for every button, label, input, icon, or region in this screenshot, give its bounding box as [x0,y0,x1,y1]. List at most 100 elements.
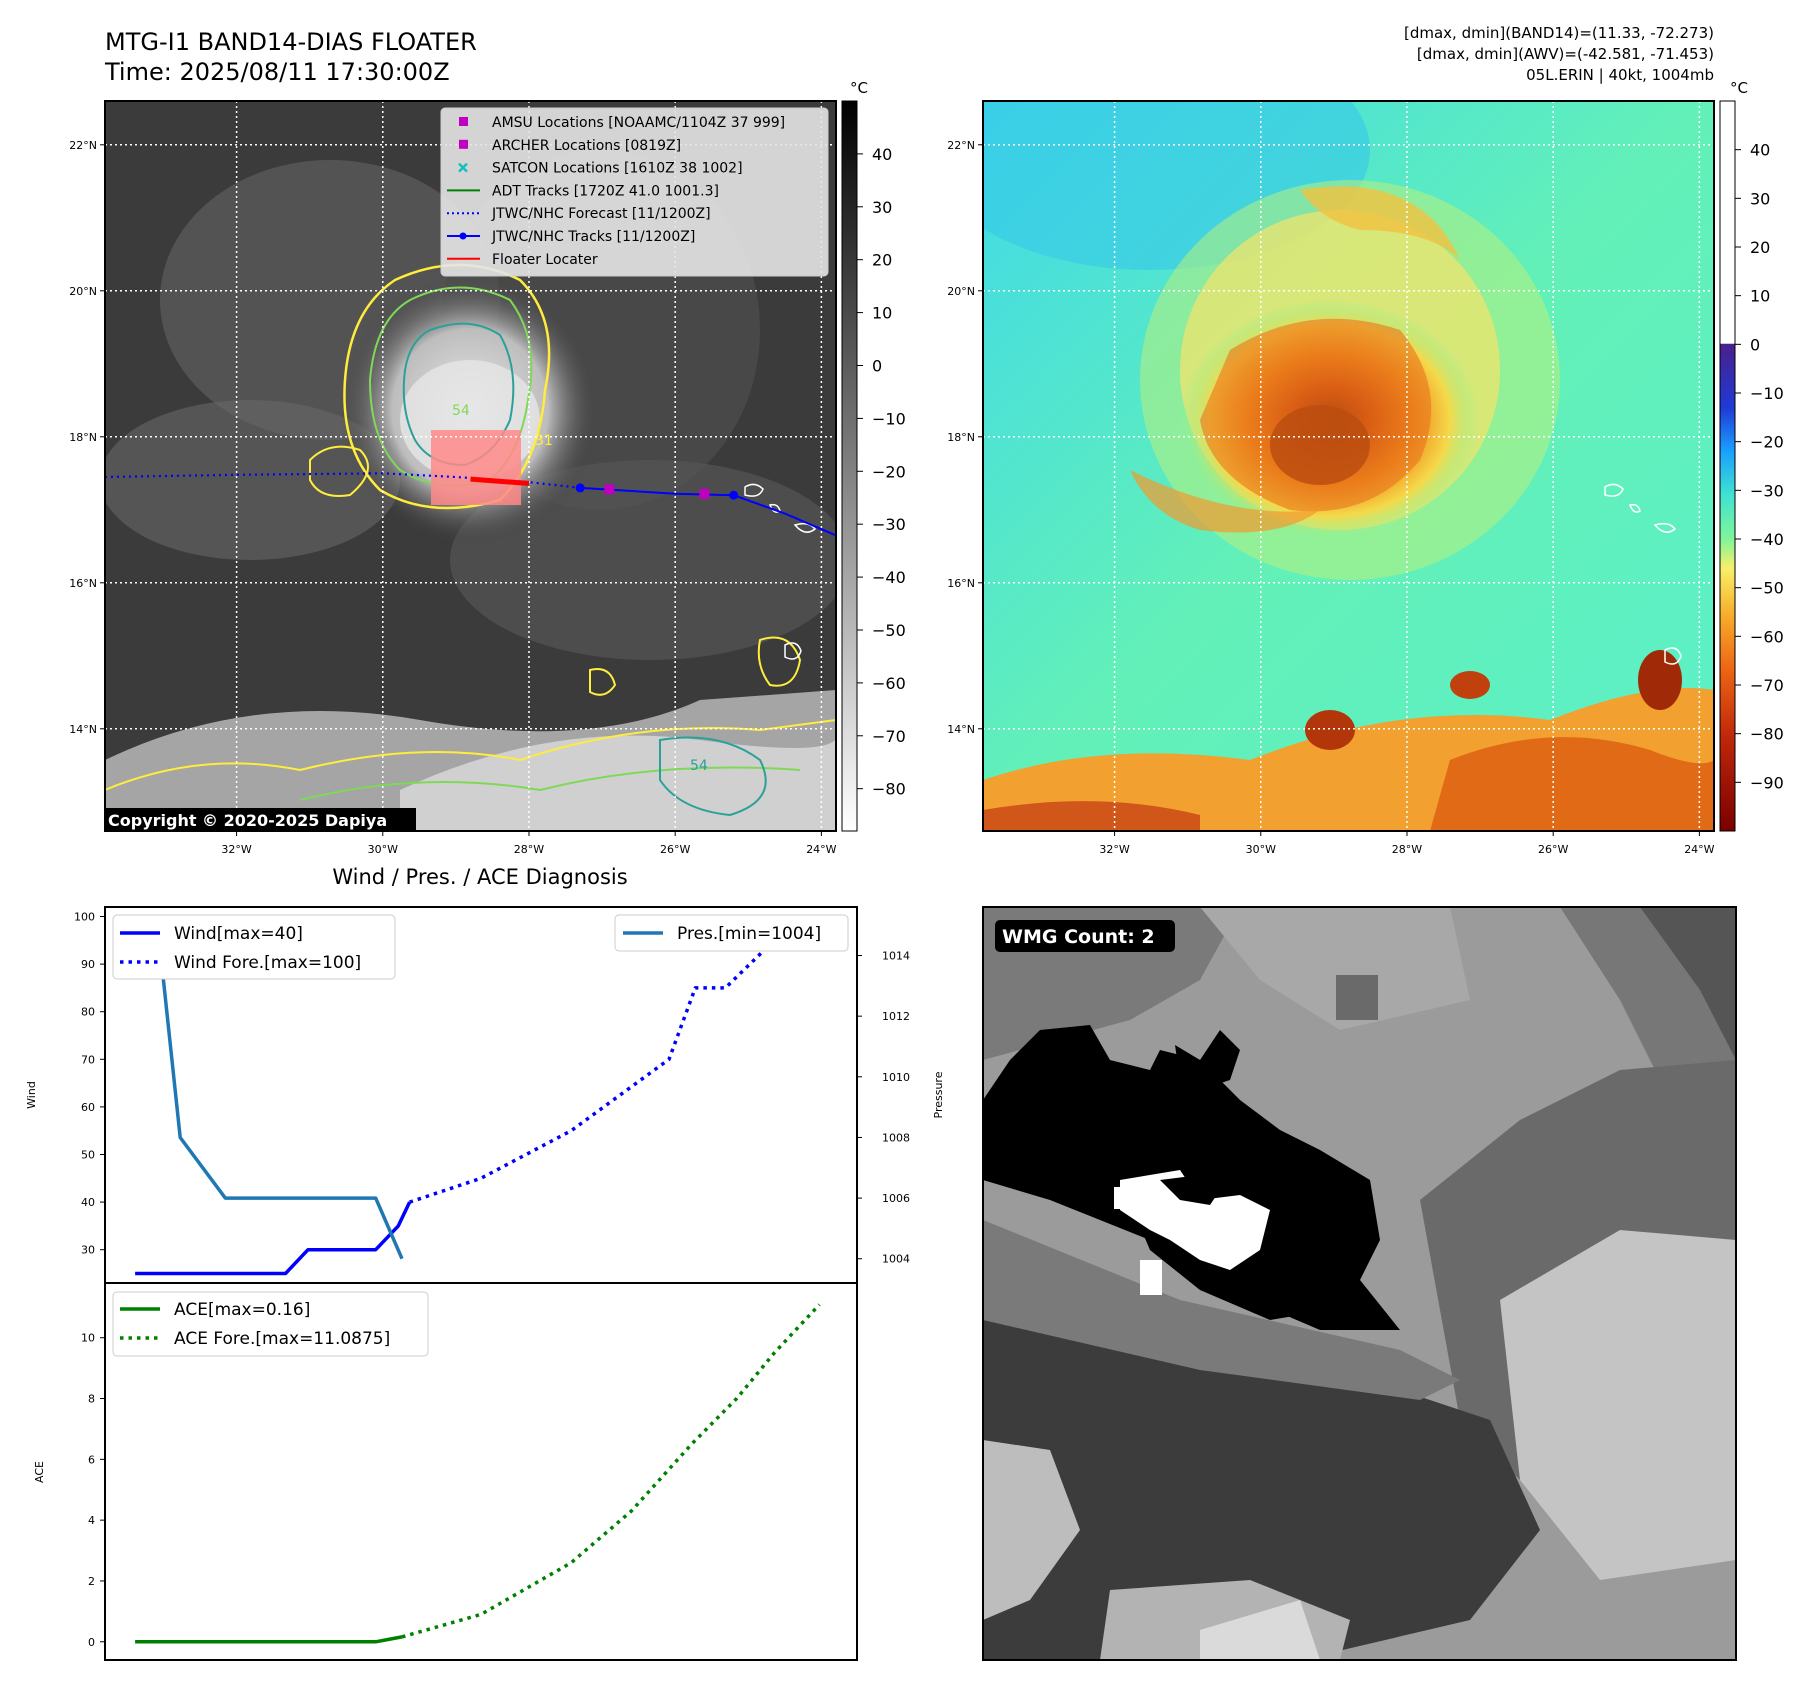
ir-colorbar-label: 40 [872,145,892,164]
awv-lat-label: 18°N [947,431,975,444]
wind-pres-y2-tick-label: 1010 [882,1071,910,1084]
figure-title-line2: Time: 2025/08/11 17:30:00Z [104,58,450,86]
awv-axis-ticks: 32°W 30°W 28°W 26°W 24°W 22°N 20°N 18°N 16°N 14°N [947,139,1714,856]
ir-lat-label: 18°N [69,431,97,444]
track-point [729,490,739,500]
legend-square-marker [459,117,468,126]
awv-colorbar-unit: °C [1730,79,1748,97]
wmg-count-label: WMG Count: 2 [1002,926,1155,948]
ace-series-line [401,1303,821,1639]
floater-box [431,430,521,505]
awv-imagery [983,101,1714,831]
ir-legend-label: JTWC/NHC Tracks [11/1200Z] [491,229,695,245]
wind-legend: Wind[max=40] Wind Fore.[max=100] [112,914,396,980]
awv-lon-label: 30°W [1246,843,1276,856]
ir-legend-item: AMSU Locations [NOAAMC/1104Z 37 999] [459,115,785,131]
ir-colorbar-label: 20 [872,251,892,270]
awv-colorbar-label: −90 [1750,773,1784,792]
ir-lon-label: 32°W [221,843,251,856]
ir-legend-item: JTWC/NHC Tracks [11/1200Z] [447,229,695,245]
awv-map-panel: 32°W 30°W 28°W 26°W 24°W 22°N 20°N 18°N 16°N 14°N [947,100,1715,856]
ir-gridlines [105,101,836,831]
ir-lat-label: 20°N [69,285,97,298]
ace-y-tick-label: 10 [81,1332,95,1345]
ir-legend-item: Floater Locater [447,252,598,268]
ir-legend-label: JTWC/NHC Forecast [11/1200Z] [491,206,711,222]
wind-legend-label: Wind[max=40] [174,924,303,944]
ir-legend: AMSU Locations [NOAAMC/1104Z 37 999] ARCH… [440,107,829,277]
pressure-legend-label: Pres.[min=1004] [677,924,821,944]
figure-title-line1: MTG-I1 BAND14-DIAS FLOATER [105,28,477,56]
wind-pres-y-tick-label: 70 [81,1053,95,1066]
pressure-axis-label: Pressure [932,1071,945,1118]
ir-legend-item: SATCON Locations [1610Z 38 1002] [458,161,743,177]
ir-colorbar-label: −10 [872,409,906,428]
ir-legend-label: SATCON Locations [1610Z 38 1002] [492,161,743,177]
awv-colorbar-label: 0 [1750,335,1760,354]
ir-legend-label: AMSU Locations [NOAAMC/1104Z 37 999] [492,115,785,131]
ir-tracks [105,472,836,537]
awv-lat-label: 14°N [947,723,975,736]
ir-colorbar-label: −40 [872,568,906,587]
awv-lon-label: 24°W [1684,843,1714,856]
awv-colorbar: °C 40 30 20 10 0 −10 −20 −30 −40 −50 −60 −70 −80 −90 [1719,79,1784,832]
awv-gridlines [983,101,1714,831]
awv-colorbar-label: −20 [1750,433,1784,452]
ir-map-panel: 54 31 54 32°W 30°W 28°W 26°W 24°W 22°N 20°N 18°… [69,100,837,856]
wind-pres-y-tick-label: 60 [81,1101,95,1114]
ace-series-line [135,1635,403,1644]
awv-colorbar-label: −40 [1750,530,1784,549]
awv-colorbar-label: 10 [1750,287,1770,306]
ace-legend-label: ACE[max=0.16] [174,1300,310,1320]
diagnosis-title: Wind / Pres. / ACE Diagnosis [332,865,627,889]
awv-colorbar-label: −50 [1750,579,1784,598]
contour-label-3: 54 [690,758,708,774]
copyright-text: Copyright © 2020-2025 Dapiya [108,811,387,830]
ir-colorbar-label: −60 [872,674,906,693]
copyright-box [104,808,416,832]
awv-map-frame [982,100,1715,832]
ir-lat-label: 16°N [69,577,97,590]
awv-lon-label: 32°W [1099,843,1129,856]
ir-lat-label: 14°N [69,723,97,736]
wind-pres-y2-tick-label: 1004 [882,1253,910,1266]
ir-colorbar-label: −20 [872,462,906,481]
ir-legend-item: ARCHER Locations [0819Z] [459,138,681,154]
ir-colorbar-label: 30 [872,198,892,217]
ir-legend-label: ARCHER Locations [0819Z] [492,138,681,154]
legend-square-marker [459,139,468,149]
wind-pres-y-tick-label: 30 [81,1244,95,1257]
legend-x-marker [458,162,468,173]
contour-label-1: 54 [452,403,470,419]
info-line1: [dmax, dmin](BAND14)=(11.33, -72.273) [1404,24,1714,42]
awv-colorbar-label: −10 [1750,384,1784,403]
track-point [575,483,585,493]
ir-legend-item: ADT Tracks [1720Z 41.0 1001.3] [447,183,719,199]
awv-lat-label: 16°N [947,577,975,590]
floater-locator [470,476,530,486]
ir-lon-label: 26°W [660,843,690,856]
amsu-marker [604,484,615,495]
ir-colorbar-label: 0 [872,356,882,375]
ir-colorbar-label: −80 [872,780,906,799]
ir-legend-label: ADT Tracks [1720Z 41.0 1001.3] [492,183,719,199]
ace-chart: 0 2 4 6 8 10 ACE ACE[max=0.16] ACE Fore.[max=… [33,1282,858,1661]
wmg-imagery [983,907,1736,1660]
ir-colorbar-unit: °C [850,79,868,97]
wind-pres-y2-tick-label: 1006 [882,1192,910,1205]
ir-lon-label: 30°W [368,843,398,856]
wind-pres-y-tick-label: 50 [81,1148,95,1161]
ace-y-tick-label: 8 [88,1393,95,1406]
wind-pres-y-tick-label: 90 [81,958,95,971]
ir-legend-label: Floater Locater [492,252,598,268]
ir-legend-item: JTWC/NHC Forecast [11/1200Z] [447,206,711,222]
ir-lon-label: 28°W [514,843,544,856]
ir-map-frame [104,100,837,832]
ace-y-tick-label: 6 [88,1453,95,1466]
ace-legend: ACE[max=0.16] ACE Fore.[max=11.0875] [112,1291,429,1357]
awv-lat-label: 22°N [947,139,975,152]
legend-dot-marker [459,232,467,240]
wmg-frame [982,906,1737,1661]
wind-pres-y2-tick-label: 1012 [882,1010,910,1023]
